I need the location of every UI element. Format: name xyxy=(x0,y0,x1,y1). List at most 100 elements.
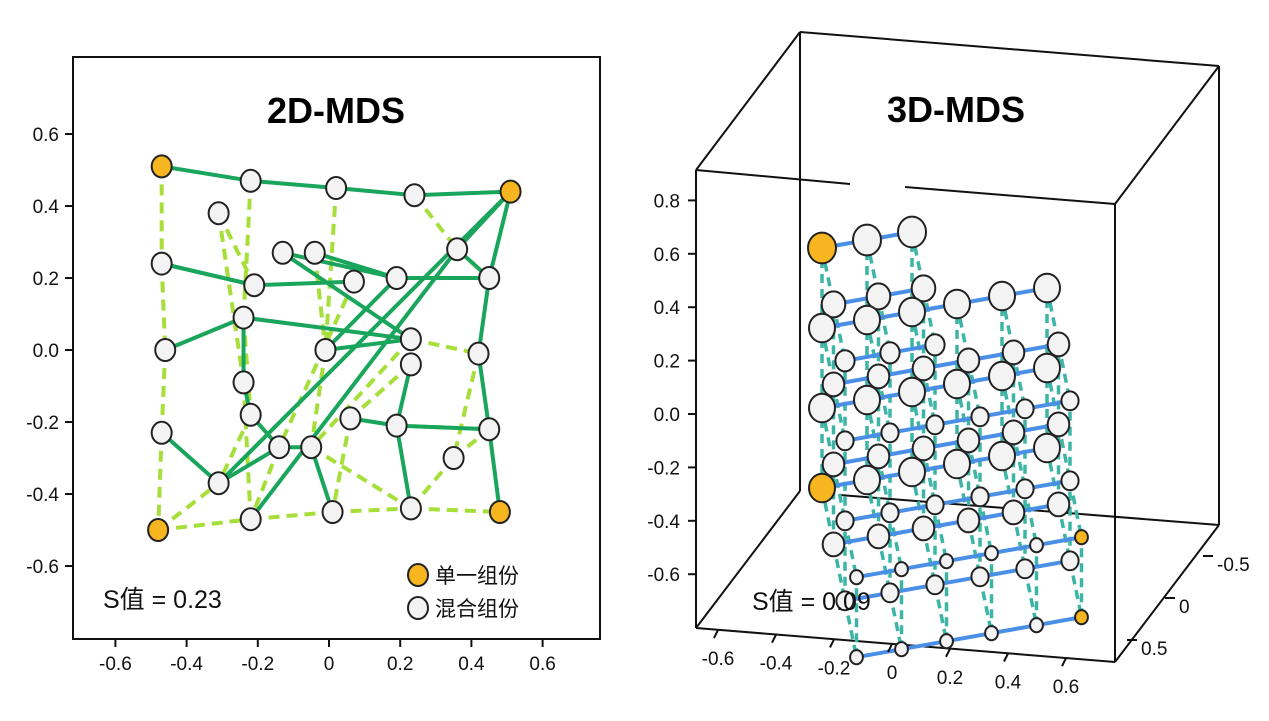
edge3d-solid-161 xyxy=(856,567,902,580)
edge-dashed-25 xyxy=(330,418,353,513)
edge-dashed-17 xyxy=(277,280,356,449)
mixture-point-3d-53 xyxy=(910,274,937,303)
mixture-point-3d-43 xyxy=(1001,419,1026,446)
x3d-tick-mark-0 xyxy=(713,629,719,639)
box-edge-front-top-right xyxy=(904,186,1116,205)
y3d-tick-label-2: 0.5 xyxy=(1141,639,1167,660)
z-tick-label-5: -0.2 xyxy=(647,458,680,479)
edge-dashed-28 xyxy=(312,252,328,351)
legend-pure-marker xyxy=(407,563,429,587)
mixture-point-3d-26 xyxy=(925,414,945,436)
mds-2d-title: 2D-MDS xyxy=(267,90,405,131)
mds-3d-z-axis: 0.8 0.6 0.4 0.2 0.0 -0.2 -0.4 -0.6 xyxy=(647,191,696,586)
edge-dashed-1 xyxy=(159,263,168,351)
mixture-point-3d-13 xyxy=(880,582,900,604)
z-tick-label-2: 0.4 xyxy=(654,298,681,319)
legend-pure-label: 单一组份 xyxy=(435,564,519,588)
mixture-point-3d-45 xyxy=(821,371,846,398)
edge3d-dashed-131 xyxy=(933,504,949,562)
z-tick-label-1: 0.6 xyxy=(654,245,680,266)
edge3d-dashed-139 xyxy=(1068,480,1084,538)
mixture-point-3d-70 xyxy=(988,280,1016,312)
mixture-point-33 xyxy=(399,496,422,521)
mixture-point-12 xyxy=(385,266,408,290)
mds-3d-y-axis: -0.5 0 0.5 xyxy=(1127,555,1250,660)
edge-solid-26 xyxy=(160,431,220,485)
mixture-point-3d-1 xyxy=(894,641,909,658)
edge-dashed-5 xyxy=(250,510,333,522)
edge3d-solid-152 xyxy=(901,639,947,652)
edge-solid-14 xyxy=(476,353,492,430)
y-tick-label-4: -0.2 xyxy=(26,413,59,434)
y-tick-label-5: -0.4 xyxy=(26,485,59,506)
mixture-point-3d-57 xyxy=(943,448,971,480)
edge-solid-0 xyxy=(161,164,251,183)
edge-dashed-18 xyxy=(410,337,479,356)
edge-dashed-24 xyxy=(216,212,257,287)
mixture-point-3d-60 xyxy=(808,392,836,424)
mixture-point-3d-15 xyxy=(970,566,990,588)
mixture-point-3d-48 xyxy=(956,347,981,374)
x3d-tick-mark-1 xyxy=(771,634,777,644)
mixture-point-3d-71 xyxy=(1033,272,1061,304)
mixture-point-18 xyxy=(467,341,490,366)
x3d-tick-mark-6 xyxy=(1061,657,1067,667)
mixture-point-3d-27 xyxy=(970,406,990,428)
mds-3d-stress-value: S值 = 0.09 xyxy=(752,588,871,616)
mixture-point-3d-4 xyxy=(1029,617,1044,634)
edge-solid-25 xyxy=(394,425,413,509)
mixture-point-3d-39 xyxy=(821,451,846,478)
mixture-point-15 xyxy=(154,338,177,362)
x3d-tick-mark-3 xyxy=(887,643,893,653)
mixture-point-14 xyxy=(232,305,255,330)
mixture-point-3d-35 xyxy=(911,515,936,542)
pure-point-3d-72 xyxy=(807,231,837,265)
mixture-point-19 xyxy=(399,352,422,377)
y3d-tick-label-1: 0 xyxy=(1179,597,1190,618)
mixture-point-3d-10 xyxy=(1029,537,1044,554)
box-edge-front-top-left xyxy=(695,169,851,185)
mixture-point-3d-23 xyxy=(1060,470,1080,492)
z-tick-label-7: -0.6 xyxy=(647,565,680,586)
edge-dashed-21 xyxy=(310,445,412,511)
mixture-point-17 xyxy=(399,327,422,352)
z-tick-label-3: 0.2 xyxy=(654,352,680,373)
mixture-point-7 xyxy=(271,240,294,265)
edge-solid-5 xyxy=(254,279,354,288)
mixture-point-3d-49 xyxy=(1001,339,1026,366)
mixture-point-3d-6 xyxy=(849,569,864,586)
mixture-point-3d-68 xyxy=(898,296,926,328)
mixture-point-3d-61 xyxy=(853,384,881,416)
y-tick-label-1: 0.4 xyxy=(33,197,60,218)
mixture-point-3 xyxy=(403,183,426,208)
edge3d-dashed-114 xyxy=(933,584,949,642)
mixture-point-3d-62 xyxy=(898,376,926,408)
edge-dashed-29 xyxy=(349,362,413,420)
edge3d-dashed-111 xyxy=(888,592,904,650)
edge-solid-15 xyxy=(487,428,502,513)
legend-mixture-label: 混合组份 xyxy=(435,597,519,621)
edge-solid-29 xyxy=(249,247,459,521)
pure-point-0 xyxy=(150,154,173,179)
edge-solid-12 xyxy=(487,191,513,279)
edge-dashed-27 xyxy=(248,446,282,520)
edge-dashed-19 xyxy=(309,337,413,449)
mixture-point-24 xyxy=(478,417,501,442)
edge-solid-9 xyxy=(243,315,412,342)
z-tick-label-0: 0.8 xyxy=(654,191,680,212)
x-tick-label-3: 0 xyxy=(324,654,335,675)
x-tick-label-1: -0.4 xyxy=(170,654,203,675)
mixture-point-3d-51 xyxy=(820,290,847,319)
edge-dashed-4 xyxy=(157,517,251,532)
mixture-point-3d-55 xyxy=(853,464,881,496)
mds-2d-panel: -0.6 -0.4 -0.2 0 0.2 0.4 0.6 0.60.40.20.0-0.2-… xyxy=(26,56,601,675)
edge3d-dashed-134 xyxy=(978,496,994,554)
mixture-point-3d-20 xyxy=(925,494,945,516)
x3d-tick-label-0: -0.6 xyxy=(702,649,735,670)
mixture-point-2 xyxy=(325,176,348,200)
edge-solid-13 xyxy=(476,277,492,354)
mixture-point-28 xyxy=(442,446,465,470)
mixture-point-21 xyxy=(239,402,262,427)
mixture-point-3d-41 xyxy=(911,435,936,462)
